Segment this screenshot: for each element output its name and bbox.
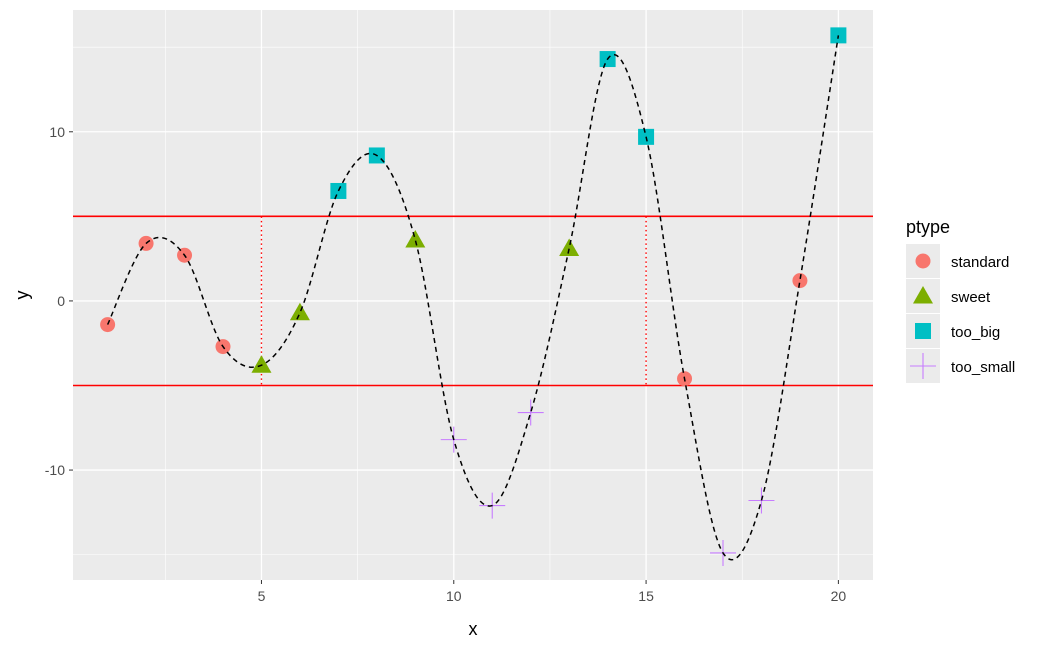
x-tick-label: 15 (638, 588, 654, 604)
point-sweet (405, 230, 426, 248)
dashed-curve-layer (106, 35, 840, 561)
point-too_small (517, 399, 544, 426)
x-tick-label: 5 (258, 588, 266, 604)
point-standard (792, 273, 808, 289)
y-tick-label: -10 (45, 462, 65, 478)
plot-panel (73, 10, 873, 580)
point-too_big (330, 182, 347, 199)
y-axis: -10 0 10 (45, 124, 73, 478)
legend-label: sweet (951, 289, 991, 306)
y-axis-title: y (12, 291, 32, 300)
point-too_small (748, 487, 775, 514)
x-tick-label: 20 (831, 588, 847, 604)
legend-key-standard (915, 253, 931, 269)
dashed-curve (106, 35, 840, 561)
y-tick-label: 10 (49, 124, 65, 140)
legend-key-too_big (915, 323, 931, 339)
legend-title: ptype (906, 217, 950, 237)
legend-label: too_big (951, 324, 1000, 341)
point-too_big (638, 128, 655, 145)
legend: ptype standard sweet too_big too_small (906, 217, 1015, 383)
x-axis: 5 10 15 20 (258, 580, 847, 604)
y-tick-label: 0 (57, 293, 65, 309)
legend-label: standard (951, 254, 1009, 271)
point-sweet (559, 238, 580, 256)
x-axis-title: x (469, 619, 478, 639)
legend-key-sweet (913, 286, 933, 304)
major-gridlines (73, 10, 873, 580)
point-sweet (251, 355, 272, 373)
legend-label: too_small (951, 359, 1015, 376)
point-sweet (289, 302, 310, 321)
legend-key-too_small (910, 353, 936, 379)
x-tick-label: 10 (446, 588, 462, 604)
